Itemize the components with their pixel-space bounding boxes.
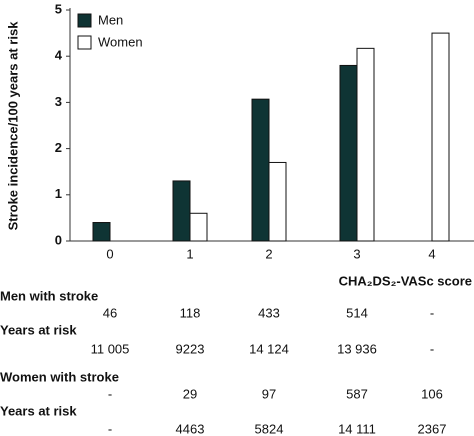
y-tick-label: 1 <box>55 186 62 201</box>
bar <box>251 98 270 242</box>
cell: 13 936 <box>337 341 377 356</box>
x-tick-label: 4 <box>428 246 435 261</box>
row-label: Years at risk <box>0 403 77 418</box>
cell: - <box>430 341 434 356</box>
cell: 29 <box>183 386 197 401</box>
y-axis-label: Stroke incidence/100 years at risk <box>5 21 20 231</box>
row-label: Years at risk <box>0 322 77 337</box>
y-tick-label: 0 <box>55 232 62 247</box>
cell: 9223 <box>176 341 205 356</box>
cell: - <box>430 305 434 320</box>
y-tick-label: 2 <box>55 140 62 155</box>
x-tick-label: 3 <box>353 246 360 261</box>
cell: 587 <box>346 386 368 401</box>
cell: 118 <box>180 305 201 320</box>
bar <box>356 47 375 242</box>
y-tick-label: 3 <box>55 94 62 109</box>
bar <box>189 212 208 242</box>
row-label: Women with stroke <box>0 369 119 384</box>
cell: - <box>108 421 112 436</box>
x-tick-label: 0 <box>106 246 113 261</box>
y-tick-label: 4 <box>55 48 63 63</box>
bar <box>268 161 287 242</box>
cell: 2367 <box>418 421 447 436</box>
legend-swatch <box>77 35 92 50</box>
cell: 106 <box>421 386 443 401</box>
cell: 14 111 <box>338 421 376 436</box>
cell: 14 124 <box>249 341 289 356</box>
legend-swatch <box>77 13 92 28</box>
cell: 11 005 <box>91 341 130 356</box>
cell: 433 <box>258 305 280 320</box>
bar <box>431 32 450 242</box>
row-label: Men with stroke <box>0 288 98 303</box>
legend-label: Women <box>98 34 143 49</box>
cell: 5824 <box>255 421 284 436</box>
bar <box>172 180 191 242</box>
cell: 4463 <box>176 421 205 436</box>
cell: - <box>108 386 112 401</box>
x-axis-label: CHA₂DS₂-VASc score <box>339 273 472 288</box>
bar <box>339 64 358 242</box>
legend-label: Men <box>98 12 123 27</box>
y-tick-label: 5 <box>55 1 62 16</box>
bar <box>92 222 111 242</box>
cell: 97 <box>262 386 276 401</box>
x-tick-label: 1 <box>186 246 193 261</box>
cell: 46 <box>103 305 117 320</box>
x-tick-label: 2 <box>265 246 272 261</box>
cell: 514 <box>346 305 368 320</box>
